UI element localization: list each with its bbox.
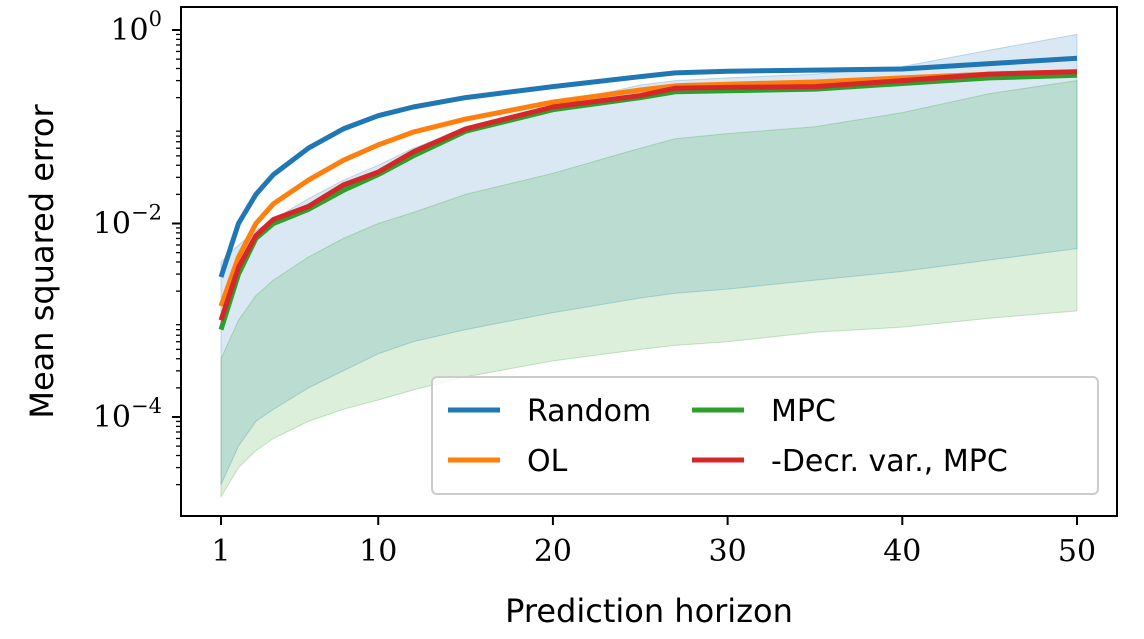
x-axis-title: Prediction horizon [505,592,793,630]
legend-label: -Decr. var., MPC [771,444,1008,479]
x-tick-label: 30 [709,534,747,569]
legend-label: MPC [771,394,836,429]
band-mpc [220,80,1078,499]
y-tick-label: 100 [110,7,162,48]
y-axis-title: Mean squared error [23,103,61,418]
x-tick-label: 10 [359,534,397,569]
legend-label: OL [527,444,568,479]
line-decr-var-mpc [218,69,1078,322]
x-tick-label: 20 [534,534,572,569]
x-tick-label: 1 [211,534,230,569]
line-ol [218,69,1078,307]
y-tick-label: 10−4 [93,394,162,435]
y-tick-label: 10−2 [93,201,162,242]
y-axis: 100 10−2 10−4 [93,7,181,486]
legend-label: Random [527,394,651,429]
series-lines [218,55,1078,331]
x-tick-label: 40 [883,534,921,569]
legend-box [431,376,1099,495]
line-random [218,55,1078,278]
x-axis: 1 10 20 30 40 50 [211,516,1096,569]
x-tick-label: 50 [1058,534,1096,569]
legend: Random OL MPC -Decr. var., MPC [431,376,1099,495]
